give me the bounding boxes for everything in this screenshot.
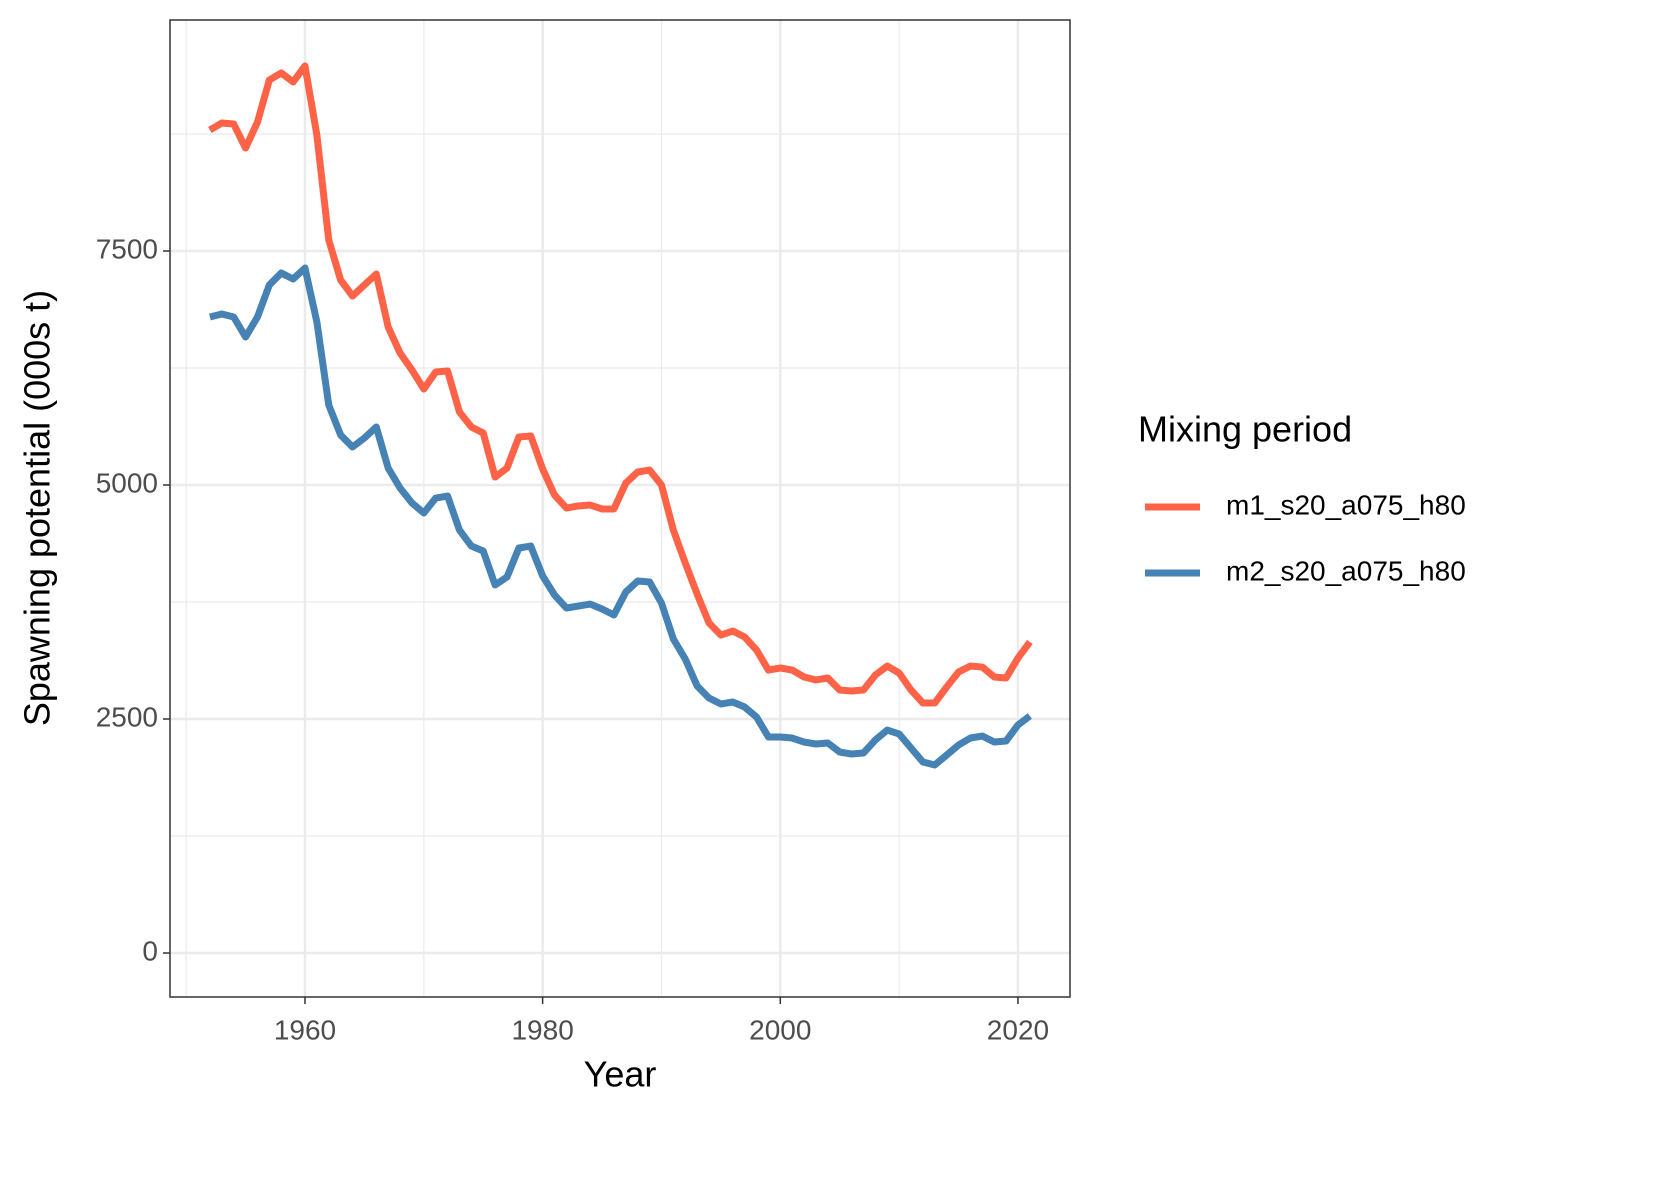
- y-tick-label: 2500: [96, 701, 158, 732]
- x-tick-label: 1980: [511, 1014, 573, 1045]
- series-line: [208, 62, 1033, 707]
- y-tick-label: 0: [142, 935, 158, 966]
- x-axis-label: Year: [584, 1054, 657, 1095]
- legend-title: Mixing period: [1138, 409, 1352, 450]
- series-line: [209, 264, 1032, 769]
- y-tick-label: 5000: [96, 467, 158, 498]
- y-tick-label: 7500: [96, 233, 158, 264]
- x-tick-label: 2000: [749, 1014, 811, 1045]
- legend-label: m2_s20_a075_h80: [1226, 555, 1466, 586]
- x-tick-label: 1960: [274, 1014, 336, 1045]
- y-axis-label: Spawning potential (000s t): [17, 290, 58, 726]
- panel-border: [169, 19, 1071, 998]
- x-tick-label: 2020: [987, 1014, 1049, 1045]
- legend-label: m1_s20_a075_h80: [1226, 489, 1466, 520]
